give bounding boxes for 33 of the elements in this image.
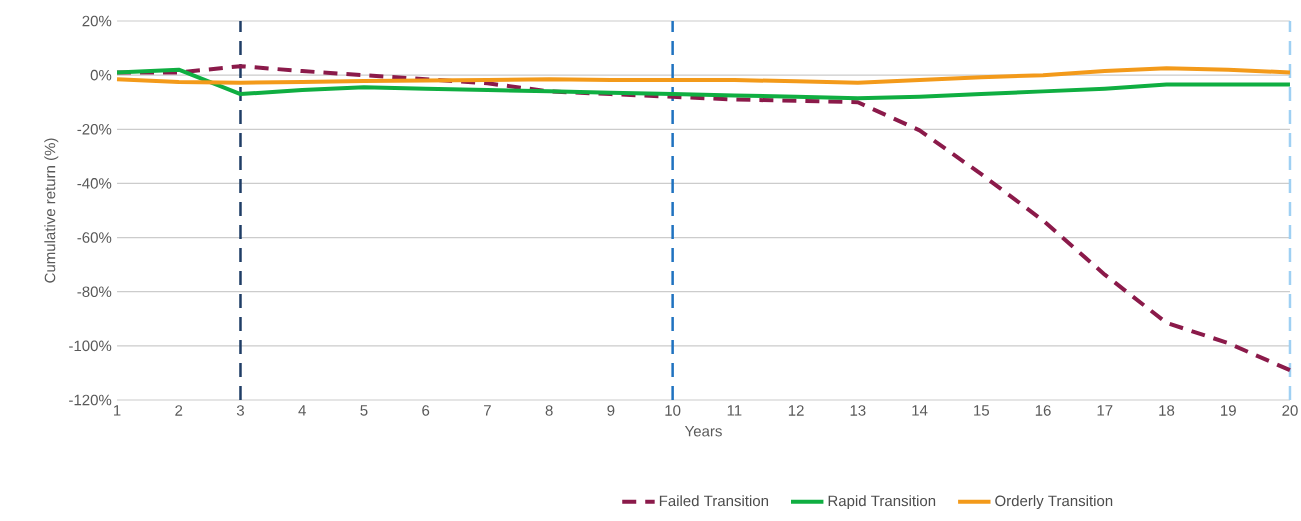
- x-tick-label: 10: [665, 405, 681, 416]
- x-tick-label: 17: [1097, 405, 1113, 416]
- x-tick-label: 15: [974, 405, 990, 416]
- x-tick-label: 20: [1282, 405, 1298, 416]
- x-tick-label: 1: [113, 405, 121, 416]
- y-axis-title: Cumulative return (%): [44, 138, 59, 283]
- y-tick-label: -60%: [77, 232, 112, 243]
- x-tick-label: 2: [175, 405, 183, 416]
- x-tick-label: 16: [1035, 405, 1051, 416]
- x-tick-label: 19: [1221, 405, 1236, 416]
- x-tick-label: 4: [298, 405, 306, 416]
- x-tick-label: 13: [850, 405, 866, 416]
- x-tick-label: 7: [484, 405, 491, 416]
- x-tick-label: 6: [422, 405, 430, 416]
- y-tick-label: -20%: [77, 123, 112, 135]
- x-tick-label: 9: [607, 405, 615, 416]
- y-tick-label: -40%: [77, 178, 112, 189]
- legend-label: Rapid Transition: [828, 495, 936, 510]
- x-tick-label: 14: [912, 405, 928, 416]
- x-tick-label: 5: [360, 405, 368, 416]
- legend-label: Failed Transition: [659, 495, 769, 507]
- y-tick-label: 0%: [90, 69, 112, 81]
- x-tick-label: 11: [727, 405, 742, 416]
- x-tick-label: 18: [1159, 405, 1175, 416]
- x-tick-label: 8: [545, 405, 553, 416]
- x-tick-label: 3: [236, 405, 244, 416]
- x-axis-title: Years: [684, 426, 722, 437]
- y-tick-label: -100%: [69, 340, 112, 352]
- y-tick-label: -80%: [77, 286, 112, 298]
- legend-label: Orderly Transition: [995, 495, 1113, 510]
- y-tick-label: -120%: [69, 394, 112, 406]
- y-tick-label: 20%: [82, 15, 112, 27]
- x-tick-label: 12: [788, 405, 804, 416]
